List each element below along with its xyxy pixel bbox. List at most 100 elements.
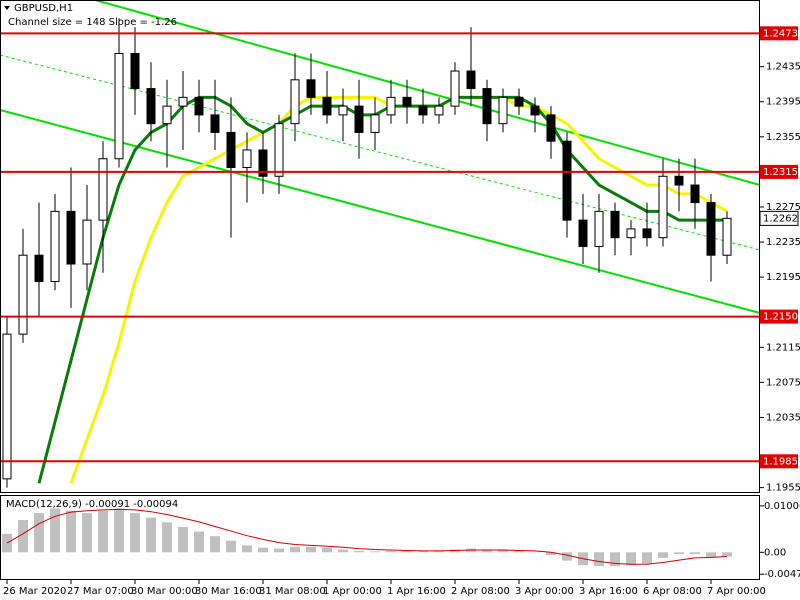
macd-bar [274,548,284,553]
signal-line [6,508,728,565]
candle-body [370,114,380,133]
macd-bar [306,546,316,553]
candle-body [322,96,332,116]
macd-bar [162,522,172,553]
candle-body [18,254,28,335]
macd-bar [194,531,204,553]
macd-bar [114,508,124,553]
x-tick-label: 1 Apr 00:00 [323,586,382,597]
macd-bar [354,550,364,553]
candle-body [546,114,556,142]
macd-bar [514,550,524,553]
channel [0,0,760,314]
macd-panel [2,508,732,567]
y-tick-label: 1.2355 [766,132,800,143]
candle-body [258,149,268,177]
level-box [760,164,798,179]
x-tick-label: 31 Mar 08:00 [259,586,326,597]
candle-body [402,96,412,107]
x-tick-label: 6 Apr 08:00 [643,586,702,597]
level-box [760,309,798,324]
candle-body [450,70,460,107]
macd-bar [98,510,108,553]
x-tick-label: 2 Apr 08:00 [451,586,510,597]
candle-body [290,79,300,125]
macd-bar [242,545,252,553]
candle-body [690,184,700,204]
candle-body [210,114,220,133]
candle-body [658,175,668,239]
macd-bar [290,546,300,553]
menu-arrow[interactable] [4,6,10,10]
x-tick-label: 7 Apr 00:00 [707,586,766,597]
candle-body [434,105,444,116]
candle-body [242,149,252,169]
candle-body [530,105,540,116]
candle-body [642,228,652,239]
chart-subtitle: Channel size = 148 Slope = -1.26 [8,17,177,28]
macd-bar [626,552,636,566]
level-label: 1.1985 [763,456,798,467]
y-tick-label: 1.1955 [766,483,800,494]
macd-bar [130,513,140,553]
candle-body [2,333,12,480]
macd-bar [210,536,220,553]
macd-bar [610,552,620,567]
current-price-box [759,210,799,226]
macd-bar [146,517,156,553]
macd-bar [594,552,604,567]
macd-bar [34,513,44,553]
macd-bar [482,550,492,553]
x-tick-label: 1 Apr 16:00 [387,586,446,597]
macd-bar [50,508,60,553]
macd-title: MACD(12,26,9) -0.00091 -0.00094 [6,499,178,510]
candle-body [98,158,108,221]
x-tick-label: 30 Mar 00:00 [131,586,198,597]
macd-bar [642,552,652,564]
candle-body [578,219,588,247]
candle-body [82,219,92,265]
candle-body [562,140,572,221]
candle-body [354,105,364,133]
plot [2,18,732,488]
candle-body [338,105,348,116]
candle-body [66,210,76,265]
x-tick-label: 26 Mar 2020 [3,586,66,597]
y-tick-label: -0.00474 [764,569,800,580]
macd-bar [674,552,684,555]
macd-frame [0,495,760,580]
x-tick-label: 3 Apr 16:00 [579,586,638,597]
macd-bar [322,547,332,553]
price-panel [0,18,760,488]
macd-bar [258,547,268,553]
y-tick-label: 1.2275 [766,202,800,213]
y-tick-label: 1.2195 [766,272,800,283]
y-tick-label: 1.2035 [766,412,800,423]
macd-bar [706,552,716,558]
macd-bar [18,520,28,553]
candle-body [146,88,156,125]
candle-body [194,96,204,116]
macd-bar [562,552,572,561]
x-tick-label: 3 Apr 00:00 [515,586,574,597]
plot [2,508,732,567]
macd-bar [338,549,348,553]
candle-body [386,96,396,116]
macd-bar [402,550,412,553]
candle-body [162,105,172,125]
candle-body [114,52,124,160]
macd-bar [434,551,444,553]
price-frame [0,0,760,493]
macd-bar [82,513,92,553]
candle-body [178,96,188,107]
channel-upper [94,0,760,186]
moving-average [37,95,727,484]
candle-body [674,175,684,186]
candle-body [610,210,620,239]
level-box [760,26,798,41]
candle-body [482,88,492,125]
current-price-label: 1.2262 [763,213,798,224]
